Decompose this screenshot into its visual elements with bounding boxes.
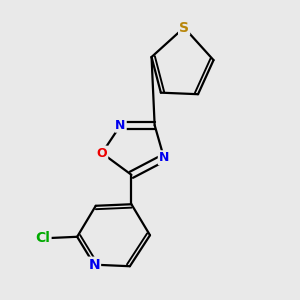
Text: N: N bbox=[88, 258, 100, 272]
Text: Cl: Cl bbox=[36, 231, 50, 245]
Text: O: O bbox=[97, 147, 107, 160]
Text: N: N bbox=[159, 151, 169, 164]
Text: N: N bbox=[116, 119, 126, 132]
Text: S: S bbox=[179, 21, 189, 34]
